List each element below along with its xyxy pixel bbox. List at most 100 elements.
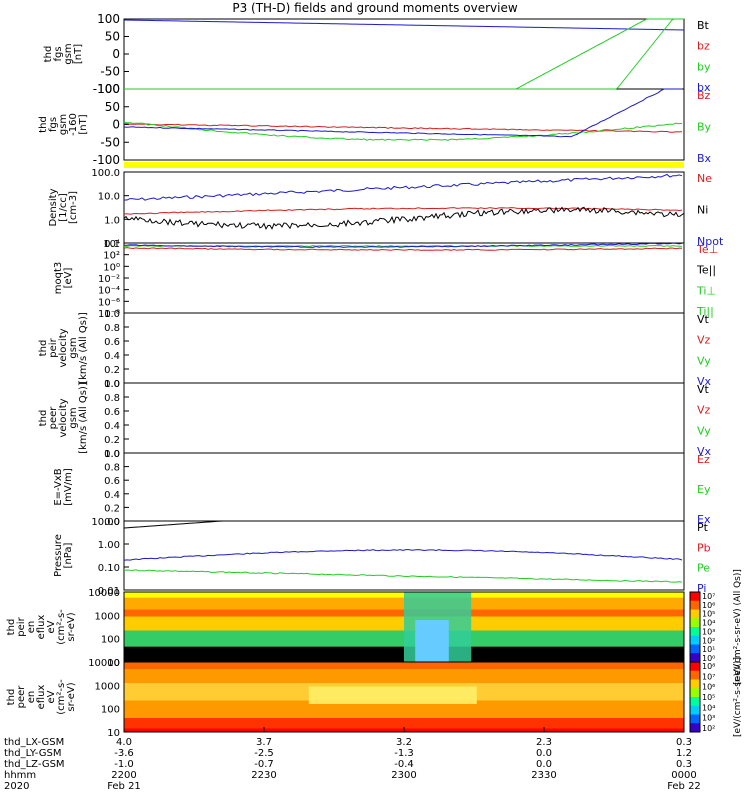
trace-fgs160-bx (123, 88, 682, 138)
ylabel-peir-velocity-4: [km/s (All Qs)] (78, 312, 89, 384)
ylabel-peer-velocity-4: [km/s (All Qs)] (78, 382, 89, 454)
xaxis-rowlabel-1: thd_LY-GSM (4, 748, 61, 759)
trace-temp-te (123, 247, 683, 251)
colorbar-tick-peer-eflux-1: 10⁷ (702, 672, 715, 681)
colorbar-frame-peer-eflux (689, 661, 701, 733)
legend-fgs-gsm-1: bz (697, 40, 710, 53)
colorbar-label-peir-eflux: [eV/(cm²-s-sr-eV) (All Qs)] (733, 569, 743, 685)
colorbar-seg-peer-eflux-7 (690, 723, 700, 733)
colorbar-seg-peir-eflux-5 (690, 635, 700, 645)
legend-temperature-3: Ti|| (696, 305, 714, 318)
colorbar-seg-peir-eflux-4 (690, 627, 700, 637)
ytick-peir-velocity-4: 0.2 (104, 365, 120, 376)
ylabel-fgs-gsm-160-4: [nT] (78, 114, 89, 134)
colorbar-tick-peer-eflux-2: 10⁶ (702, 683, 715, 692)
ylabel-peer-eflux-0: thd (6, 689, 17, 706)
xtick-LX-2: 3.2 (396, 737, 412, 748)
colorbar-tick-peer-eflux-5: 10³ (702, 714, 715, 723)
legend-fgs-gsm-3: bx (697, 81, 711, 94)
ytick-temperature-5: 10⁻⁶ (98, 297, 120, 308)
ylabel-peir-velocity-3: gsm (68, 337, 79, 358)
legend-density-1: Ni (697, 204, 708, 217)
xtick-LX-3: 2.3 (536, 737, 552, 748)
legend-peir-velocity-1: Vz (697, 334, 711, 347)
colorbar-tick-peir-eflux-2: 10⁵ (702, 610, 715, 619)
ylabel-peer-velocity-2: velocity (58, 398, 69, 437)
trace-fgs-bx (123, 19, 685, 31)
xtick-hhmm-2: 2300 (391, 770, 416, 781)
ytick-peir-velocity-3: 0.4 (104, 351, 120, 362)
trace-pressure-pt (123, 520, 684, 529)
ylabel-peer-eflux-2: en (26, 691, 37, 704)
spec-band-peer-eflux-0 (124, 662, 684, 669)
chart-title: P3 (TH-D) fields and ground moments over… (232, 1, 518, 15)
trace-fgs-by2 (124, 18, 684, 90)
xtick-LY-1: -2.5 (254, 748, 274, 759)
ytick-peir-eflux-3: 10 (107, 658, 120, 669)
xtick-hhmm-3: 2330 (531, 770, 556, 781)
ytick-efield-4: 0.2 (104, 503, 120, 514)
colorbar-seg-peer-eflux-2 (690, 679, 700, 689)
ylabel-peir-eflux-0: thd (6, 619, 17, 636)
xtick-LY-2: -1.3 (394, 748, 414, 759)
ytick-fgs-gsm-4: -100 (93, 82, 120, 96)
xtick-hhmm-4: 0000 (671, 770, 696, 781)
ylabel-peer-eflux-5: (cm²-s- (56, 679, 67, 715)
panel-frame-peer-velocity (123, 382, 685, 454)
legend-efield-1: Ey (697, 483, 711, 496)
legend-peer-velocity-3: Vx (697, 445, 712, 458)
ytick-fgs-gsm-3: -50 (100, 65, 120, 79)
colorbar-tick-peer-eflux-6: 10² (702, 724, 715, 733)
ytick-peer-velocity-5: 0.0 (104, 449, 120, 460)
legend-pressure-2: Pe (697, 562, 710, 575)
colorbar-tick-peir-eflux-1: 10⁶ (702, 601, 715, 610)
ytick-temperature-1: 10² (103, 251, 120, 262)
colorbar-tick-peir-eflux-4: 10³ (702, 627, 715, 636)
ytick-efield-5: 0.0 (104, 517, 120, 528)
legend-peir-velocity-3: Vx (697, 375, 712, 388)
trace-density-ne (123, 207, 683, 215)
legend-efield-2: Ex (697, 513, 711, 526)
ylabel-fgs-gsm-160-3: -160 (68, 113, 79, 136)
ytick-peir-velocity-2: 0.6 (104, 337, 120, 348)
ytick-peir-eflux-1: 1000 (95, 611, 120, 622)
ylabel-peer-eflux-6: sr-eV) (66, 682, 77, 711)
panel-frame-temperature (123, 242, 685, 314)
colorbar-tick-peer-eflux-4: 10⁴ (702, 703, 715, 712)
ytick-peer-eflux-2: 100 (101, 705, 120, 716)
ylabel-peir-eflux-1: peir (16, 616, 27, 636)
legend-fgs-gsm-160-0: Bz (697, 89, 711, 102)
ylabel-temperature-1: [eV] (63, 268, 74, 289)
ytick-efield-0: 1.0 (104, 449, 120, 460)
ylabel-temperature-0: moqt3 (53, 262, 64, 295)
ytick-fgs-gsm-160-3: -50 (100, 135, 120, 149)
colorbar-tick-peir-eflux-0: 10⁷ (702, 592, 715, 601)
ytick-pressure-0: 10.00 (91, 517, 120, 528)
colorbar-seg-peer-eflux-5 (690, 705, 700, 715)
ylabel-density-2: [cm-3] (68, 191, 79, 224)
ytick-peer-velocity-4: 0.2 (104, 435, 120, 446)
ytick-peir-velocity-1: 0.8 (104, 323, 120, 334)
trace-fgs160-by (123, 121, 683, 141)
ytick-peir-velocity-5: 0.0 (104, 379, 120, 390)
ytick-pressure-3: 0.01 (98, 586, 120, 597)
ylabel-fgs-gsm-160-1: fgs (48, 117, 59, 132)
ytick-peer-velocity-0: 1.0 (104, 379, 120, 390)
legend-peir-velocity-2: Vy (697, 354, 711, 367)
colorbar-seg-peer-eflux-3 (690, 688, 700, 698)
ytick-fgs-gsm-0: 100 (97, 12, 120, 26)
ylabel-fgs-gsm-160-0: thd (38, 116, 49, 133)
xtick-LX-4: 0.3 (676, 737, 692, 748)
colorbar-tick-peer-eflux-0: 10⁸ (702, 662, 715, 671)
xtick-date-4: Feb 22 (667, 781, 701, 792)
spec-band-peer-eflux-3 (124, 700, 684, 718)
ytick-peer-eflux-1: 1000 (95, 681, 120, 692)
trace-density-ni (123, 206, 685, 231)
legend-peer-velocity-2: Vy (697, 424, 711, 437)
xtick-LZ-4: 0.3 (676, 759, 692, 770)
xaxis-rowlabel-0: thd_LX-GSM (4, 737, 64, 748)
colorbar-tick-peer-eflux-3: 10⁵ (702, 693, 715, 702)
xtick-LZ-0: -1.0 (114, 759, 134, 770)
colorbar-tick-peir-eflux-7: 10⁰ (702, 654, 715, 663)
spec-core-peir-eflux (415, 620, 449, 662)
